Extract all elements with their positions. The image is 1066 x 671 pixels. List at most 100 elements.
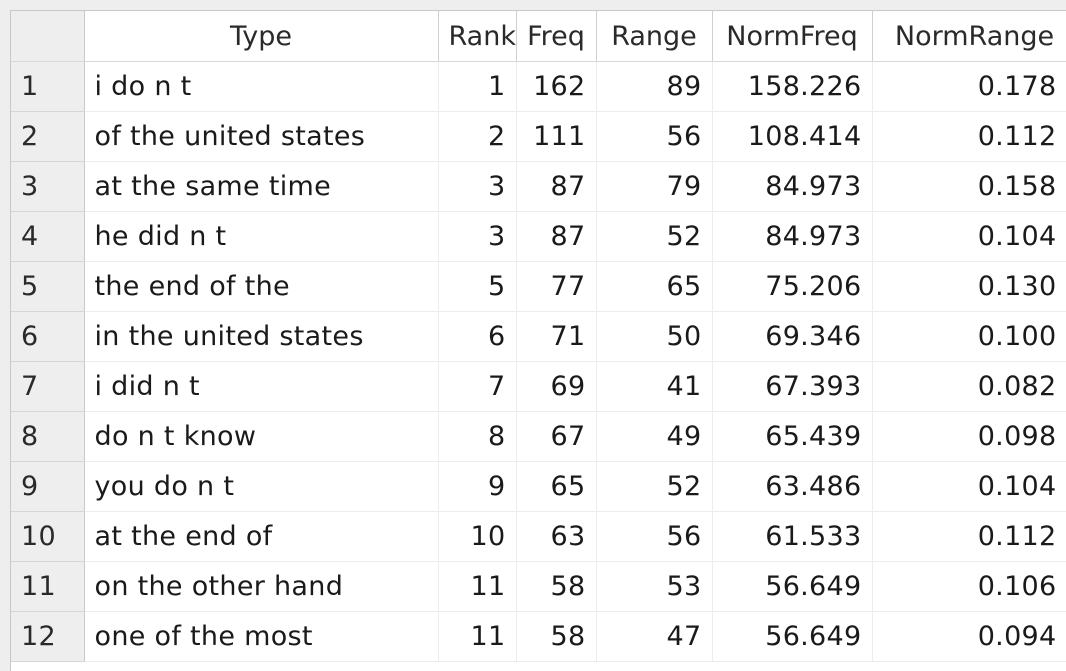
table-row[interactable]: 9 you do n t 9 65 52 63.486 0.104 [11, 461, 1066, 512]
cell-normrange[interactable]: 0.158 [872, 161, 1066, 212]
cell-type[interactable]: the end of the [84, 261, 439, 312]
cell-normrange[interactable]: 0.100 [872, 311, 1066, 362]
cell-rank[interactable]: 1 [438, 61, 517, 112]
cell-type[interactable]: on the other hand [84, 561, 439, 612]
row-index[interactable]: 11 [11, 561, 85, 612]
table-row[interactable]: 11 on the other hand 11 58 53 56.649 0.106 [11, 561, 1066, 612]
cell-type[interactable]: at the end of [84, 511, 439, 562]
cell-type[interactable]: in the united states [84, 311, 439, 362]
cell-normfreq[interactable]: 69.346 [712, 311, 873, 362]
cell-type[interactable]: one of the most [84, 611, 439, 662]
cell-rank[interactable]: 11 [438, 611, 517, 662]
cell-rank[interactable]: 9 [438, 461, 517, 512]
cell-normrange[interactable]: 0.112 [872, 111, 1066, 162]
table-row[interactable]: 10 at the end of 10 63 56 61.533 0.112 [11, 511, 1066, 562]
cell-normfreq[interactable]: 61.533 [712, 511, 873, 562]
cell-normrange[interactable]: 0.112 [872, 511, 1066, 562]
cell-normrange[interactable]: 0.104 [872, 211, 1066, 262]
cell-freq[interactable]: 111 [516, 111, 597, 162]
cell-rank[interactable]: 3 [438, 211, 517, 262]
cell-normrange[interactable]: 0.104 [872, 461, 1066, 512]
cell-range[interactable]: 52 [596, 211, 713, 262]
cell-range[interactable]: 65 [596, 261, 713, 312]
row-index[interactable]: 8 [11, 411, 85, 462]
cell-type[interactable]: you do n t [84, 461, 439, 512]
cell-rank[interactable]: 3 [438, 161, 517, 212]
cell-rank[interactable]: 8 [438, 411, 517, 462]
cell-range[interactable]: 47 [596, 611, 713, 662]
cell-rank[interactable]: 11 [438, 561, 517, 612]
cell-normfreq[interactable]: 67.393 [712, 361, 873, 412]
row-index[interactable]: 7 [11, 361, 85, 412]
cell-normfreq[interactable]: 108.414 [712, 111, 873, 162]
row-index[interactable]: 5 [11, 261, 85, 312]
cell-type[interactable]: at the same time [84, 161, 439, 212]
cell-freq[interactable]: 77 [516, 261, 597, 312]
table-row[interactable]: 4 he did n t 3 87 52 84.973 0.104 [11, 211, 1066, 262]
cell-freq[interactable]: 71 [516, 311, 597, 362]
cell-normfreq[interactable]: 84.973 [712, 211, 873, 262]
cell-normfreq[interactable]: 84.973 [712, 161, 873, 212]
cell-type[interactable]: i did n t [84, 361, 439, 412]
column-header-freq[interactable]: Freq [516, 11, 597, 62]
cell-normfreq[interactable]: 63.486 [712, 461, 873, 512]
cell-range[interactable]: 89 [596, 61, 713, 112]
cell-freq[interactable]: 87 [516, 211, 597, 262]
cell-normrange[interactable]: 0.098 [872, 411, 1066, 462]
column-header-range[interactable]: Range [596, 11, 713, 62]
cell-normfreq[interactable]: 158.226 [712, 61, 873, 112]
cell-freq[interactable]: 67 [516, 411, 597, 462]
column-header-type[interactable]: Type [84, 11, 439, 62]
table-row[interactable]: 6 in the united states 6 71 50 69.346 0.100 [11, 311, 1066, 362]
row-index[interactable]: 10 [11, 511, 85, 562]
row-index[interactable]: 9 [11, 461, 85, 512]
cell-normrange[interactable]: 0.094 [872, 611, 1066, 662]
cell-range[interactable]: 49 [596, 411, 713, 462]
cell-freq[interactable]: 63 [516, 511, 597, 562]
cell-normrange[interactable]: 0.082 [872, 361, 1066, 412]
table-row[interactable]: 8 do n t know 8 67 49 65.439 0.098 [11, 411, 1066, 462]
cell-freq[interactable]: 162 [516, 61, 597, 112]
cell-freq[interactable]: 58 [516, 561, 597, 612]
cell-rank[interactable]: 6 [438, 311, 517, 362]
cell-range[interactable]: 56 [596, 511, 713, 562]
cell-type[interactable]: of the united states [84, 111, 439, 162]
cell-range[interactable]: 56 [596, 111, 713, 162]
cell-rank[interactable]: 5 [438, 261, 517, 312]
row-index[interactable]: 6 [11, 311, 85, 362]
row-index[interactable]: 4 [11, 211, 85, 262]
column-header-normrange[interactable]: NormRange [872, 11, 1066, 62]
table-row[interactable]: 12 one of the most 11 58 47 56.649 0.094 [11, 611, 1066, 662]
cell-range[interactable]: 41 [596, 361, 713, 412]
cell-range[interactable]: 50 [596, 311, 713, 362]
table-row[interactable]: 5 the end of the 5 77 65 75.206 0.130 [11, 261, 1066, 312]
cell-normrange[interactable]: 0.178 [872, 61, 1066, 112]
cell-type[interactable]: he did n t [84, 211, 439, 262]
column-header-rank[interactable]: Rank [438, 11, 517, 62]
cell-type[interactable]: do n t know [84, 411, 439, 462]
table-row[interactable]: 2 of the united states 2 111 56 108.414 0.112 [11, 111, 1066, 162]
cell-normfreq[interactable]: 75.206 [712, 261, 873, 312]
cell-normrange[interactable]: 0.106 [872, 561, 1066, 612]
row-index[interactable]: 3 [11, 161, 85, 212]
row-index[interactable]: 2 [11, 111, 85, 162]
cell-rank[interactable]: 2 [438, 111, 517, 162]
cell-freq[interactable]: 69 [516, 361, 597, 412]
cell-normfreq[interactable]: 56.649 [712, 611, 873, 662]
cell-normfreq[interactable]: 65.439 [712, 411, 873, 462]
row-index[interactable]: 12 [11, 611, 85, 662]
cell-rank[interactable]: 10 [438, 511, 517, 562]
cell-freq[interactable]: 87 [516, 161, 597, 212]
cell-freq[interactable]: 58 [516, 611, 597, 662]
row-index[interactable]: 1 [11, 61, 85, 112]
table-row[interactable]: 3 at the same time 3 87 79 84.973 0.158 [11, 161, 1066, 212]
row-index-header[interactable] [11, 11, 85, 62]
column-header-normfreq[interactable]: NormFreq [712, 11, 873, 62]
cell-freq[interactable]: 65 [516, 461, 597, 512]
cell-normfreq[interactable]: 56.649 [712, 561, 873, 612]
cell-range[interactable]: 79 [596, 161, 713, 212]
cell-range[interactable]: 52 [596, 461, 713, 512]
cell-normrange[interactable]: 0.130 [872, 261, 1066, 312]
